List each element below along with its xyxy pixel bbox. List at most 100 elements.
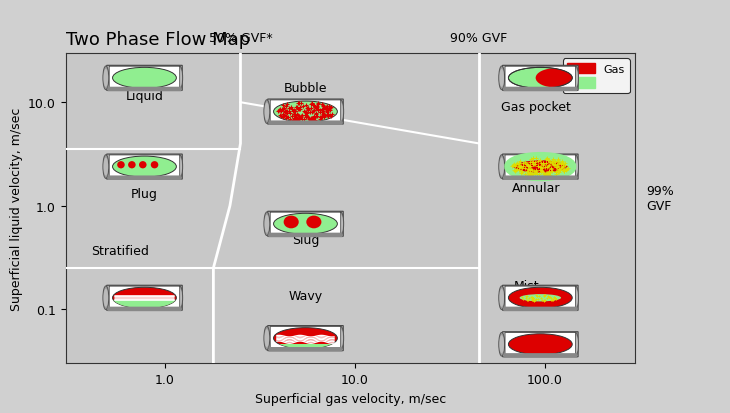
Ellipse shape — [508, 68, 572, 89]
FancyBboxPatch shape — [107, 176, 181, 180]
Ellipse shape — [339, 215, 343, 233]
Ellipse shape — [499, 335, 504, 354]
Ellipse shape — [118, 162, 125, 169]
Ellipse shape — [573, 69, 578, 88]
FancyBboxPatch shape — [107, 307, 181, 311]
Text: Stratified: Stratified — [91, 244, 149, 257]
X-axis label: Superficial gas velocity, m/sec: Superficial gas velocity, m/sec — [255, 392, 446, 405]
Y-axis label: Superficial liquid velocity, m/sec: Superficial liquid velocity, m/sec — [9, 107, 23, 310]
Bar — [112, 301, 177, 309]
Text: Wavy: Wavy — [288, 290, 323, 302]
Ellipse shape — [128, 162, 136, 169]
Ellipse shape — [338, 212, 344, 236]
Legend: Gas, : Gas, — [563, 59, 629, 94]
Ellipse shape — [284, 216, 299, 229]
Ellipse shape — [274, 102, 337, 123]
Ellipse shape — [573, 289, 578, 307]
Ellipse shape — [499, 158, 504, 176]
Ellipse shape — [177, 67, 182, 90]
Ellipse shape — [112, 157, 177, 178]
FancyBboxPatch shape — [268, 100, 343, 125]
Ellipse shape — [104, 69, 108, 88]
Ellipse shape — [264, 329, 269, 347]
Ellipse shape — [508, 334, 572, 355]
Text: Plug: Plug — [131, 188, 158, 201]
Ellipse shape — [264, 100, 270, 124]
Ellipse shape — [572, 286, 578, 310]
FancyBboxPatch shape — [502, 332, 578, 357]
Text: 99%
GVF: 99% GVF — [646, 184, 674, 212]
Ellipse shape — [177, 289, 182, 307]
Ellipse shape — [499, 155, 504, 179]
FancyBboxPatch shape — [270, 101, 341, 124]
FancyBboxPatch shape — [504, 307, 577, 311]
Text: Gas: Gas — [539, 299, 563, 312]
FancyBboxPatch shape — [268, 326, 343, 351]
Ellipse shape — [339, 329, 343, 347]
FancyBboxPatch shape — [504, 176, 577, 180]
Ellipse shape — [177, 158, 182, 176]
Ellipse shape — [274, 214, 337, 235]
Text: Two Phase Flow Map: Two Phase Flow Map — [66, 31, 250, 50]
Text: 50% GVF*: 50% GVF* — [209, 32, 272, 45]
Text: No flow: No flow — [121, 291, 168, 304]
Text: Annular: Annular — [512, 182, 560, 195]
Ellipse shape — [112, 287, 177, 309]
FancyBboxPatch shape — [505, 67, 575, 90]
Ellipse shape — [338, 100, 344, 124]
FancyBboxPatch shape — [107, 88, 181, 92]
Ellipse shape — [274, 328, 337, 349]
Text: Slug: Slug — [292, 234, 319, 247]
Ellipse shape — [573, 335, 578, 354]
Ellipse shape — [572, 155, 578, 179]
Ellipse shape — [177, 286, 182, 310]
Text: Mist: Mist — [513, 279, 539, 292]
Ellipse shape — [572, 332, 578, 356]
Bar — [274, 344, 337, 349]
FancyBboxPatch shape — [505, 156, 575, 179]
Ellipse shape — [264, 212, 270, 236]
Ellipse shape — [520, 294, 561, 302]
Ellipse shape — [499, 286, 504, 310]
Text: 90% GVF: 90% GVF — [450, 32, 507, 45]
Ellipse shape — [177, 155, 182, 179]
FancyBboxPatch shape — [504, 88, 577, 92]
Ellipse shape — [499, 332, 504, 356]
Ellipse shape — [264, 103, 269, 121]
Ellipse shape — [307, 216, 321, 229]
Ellipse shape — [339, 103, 343, 121]
Ellipse shape — [508, 157, 572, 178]
Ellipse shape — [572, 67, 578, 90]
Ellipse shape — [103, 155, 109, 179]
Ellipse shape — [112, 68, 177, 89]
FancyBboxPatch shape — [502, 66, 578, 91]
Ellipse shape — [573, 158, 578, 176]
Ellipse shape — [499, 289, 504, 307]
Ellipse shape — [264, 327, 270, 350]
FancyBboxPatch shape — [107, 285, 182, 311]
Ellipse shape — [104, 158, 108, 176]
FancyBboxPatch shape — [269, 233, 342, 237]
Ellipse shape — [104, 289, 108, 307]
Ellipse shape — [139, 162, 147, 169]
Text: Liquid: Liquid — [126, 90, 164, 103]
Ellipse shape — [264, 215, 269, 233]
Ellipse shape — [103, 286, 109, 310]
FancyBboxPatch shape — [110, 156, 180, 179]
FancyBboxPatch shape — [268, 212, 343, 237]
Ellipse shape — [536, 69, 575, 88]
FancyBboxPatch shape — [270, 213, 341, 236]
FancyBboxPatch shape — [505, 333, 575, 356]
Ellipse shape — [103, 67, 109, 90]
Text: Gas pocket: Gas pocket — [501, 101, 571, 114]
Ellipse shape — [338, 327, 344, 350]
Ellipse shape — [508, 287, 572, 309]
FancyBboxPatch shape — [107, 154, 182, 180]
FancyBboxPatch shape — [502, 154, 578, 180]
FancyBboxPatch shape — [110, 287, 180, 310]
FancyBboxPatch shape — [504, 353, 577, 358]
Text: Bubble: Bubble — [284, 81, 327, 94]
FancyBboxPatch shape — [269, 121, 342, 126]
FancyBboxPatch shape — [110, 67, 180, 90]
FancyBboxPatch shape — [107, 66, 182, 91]
